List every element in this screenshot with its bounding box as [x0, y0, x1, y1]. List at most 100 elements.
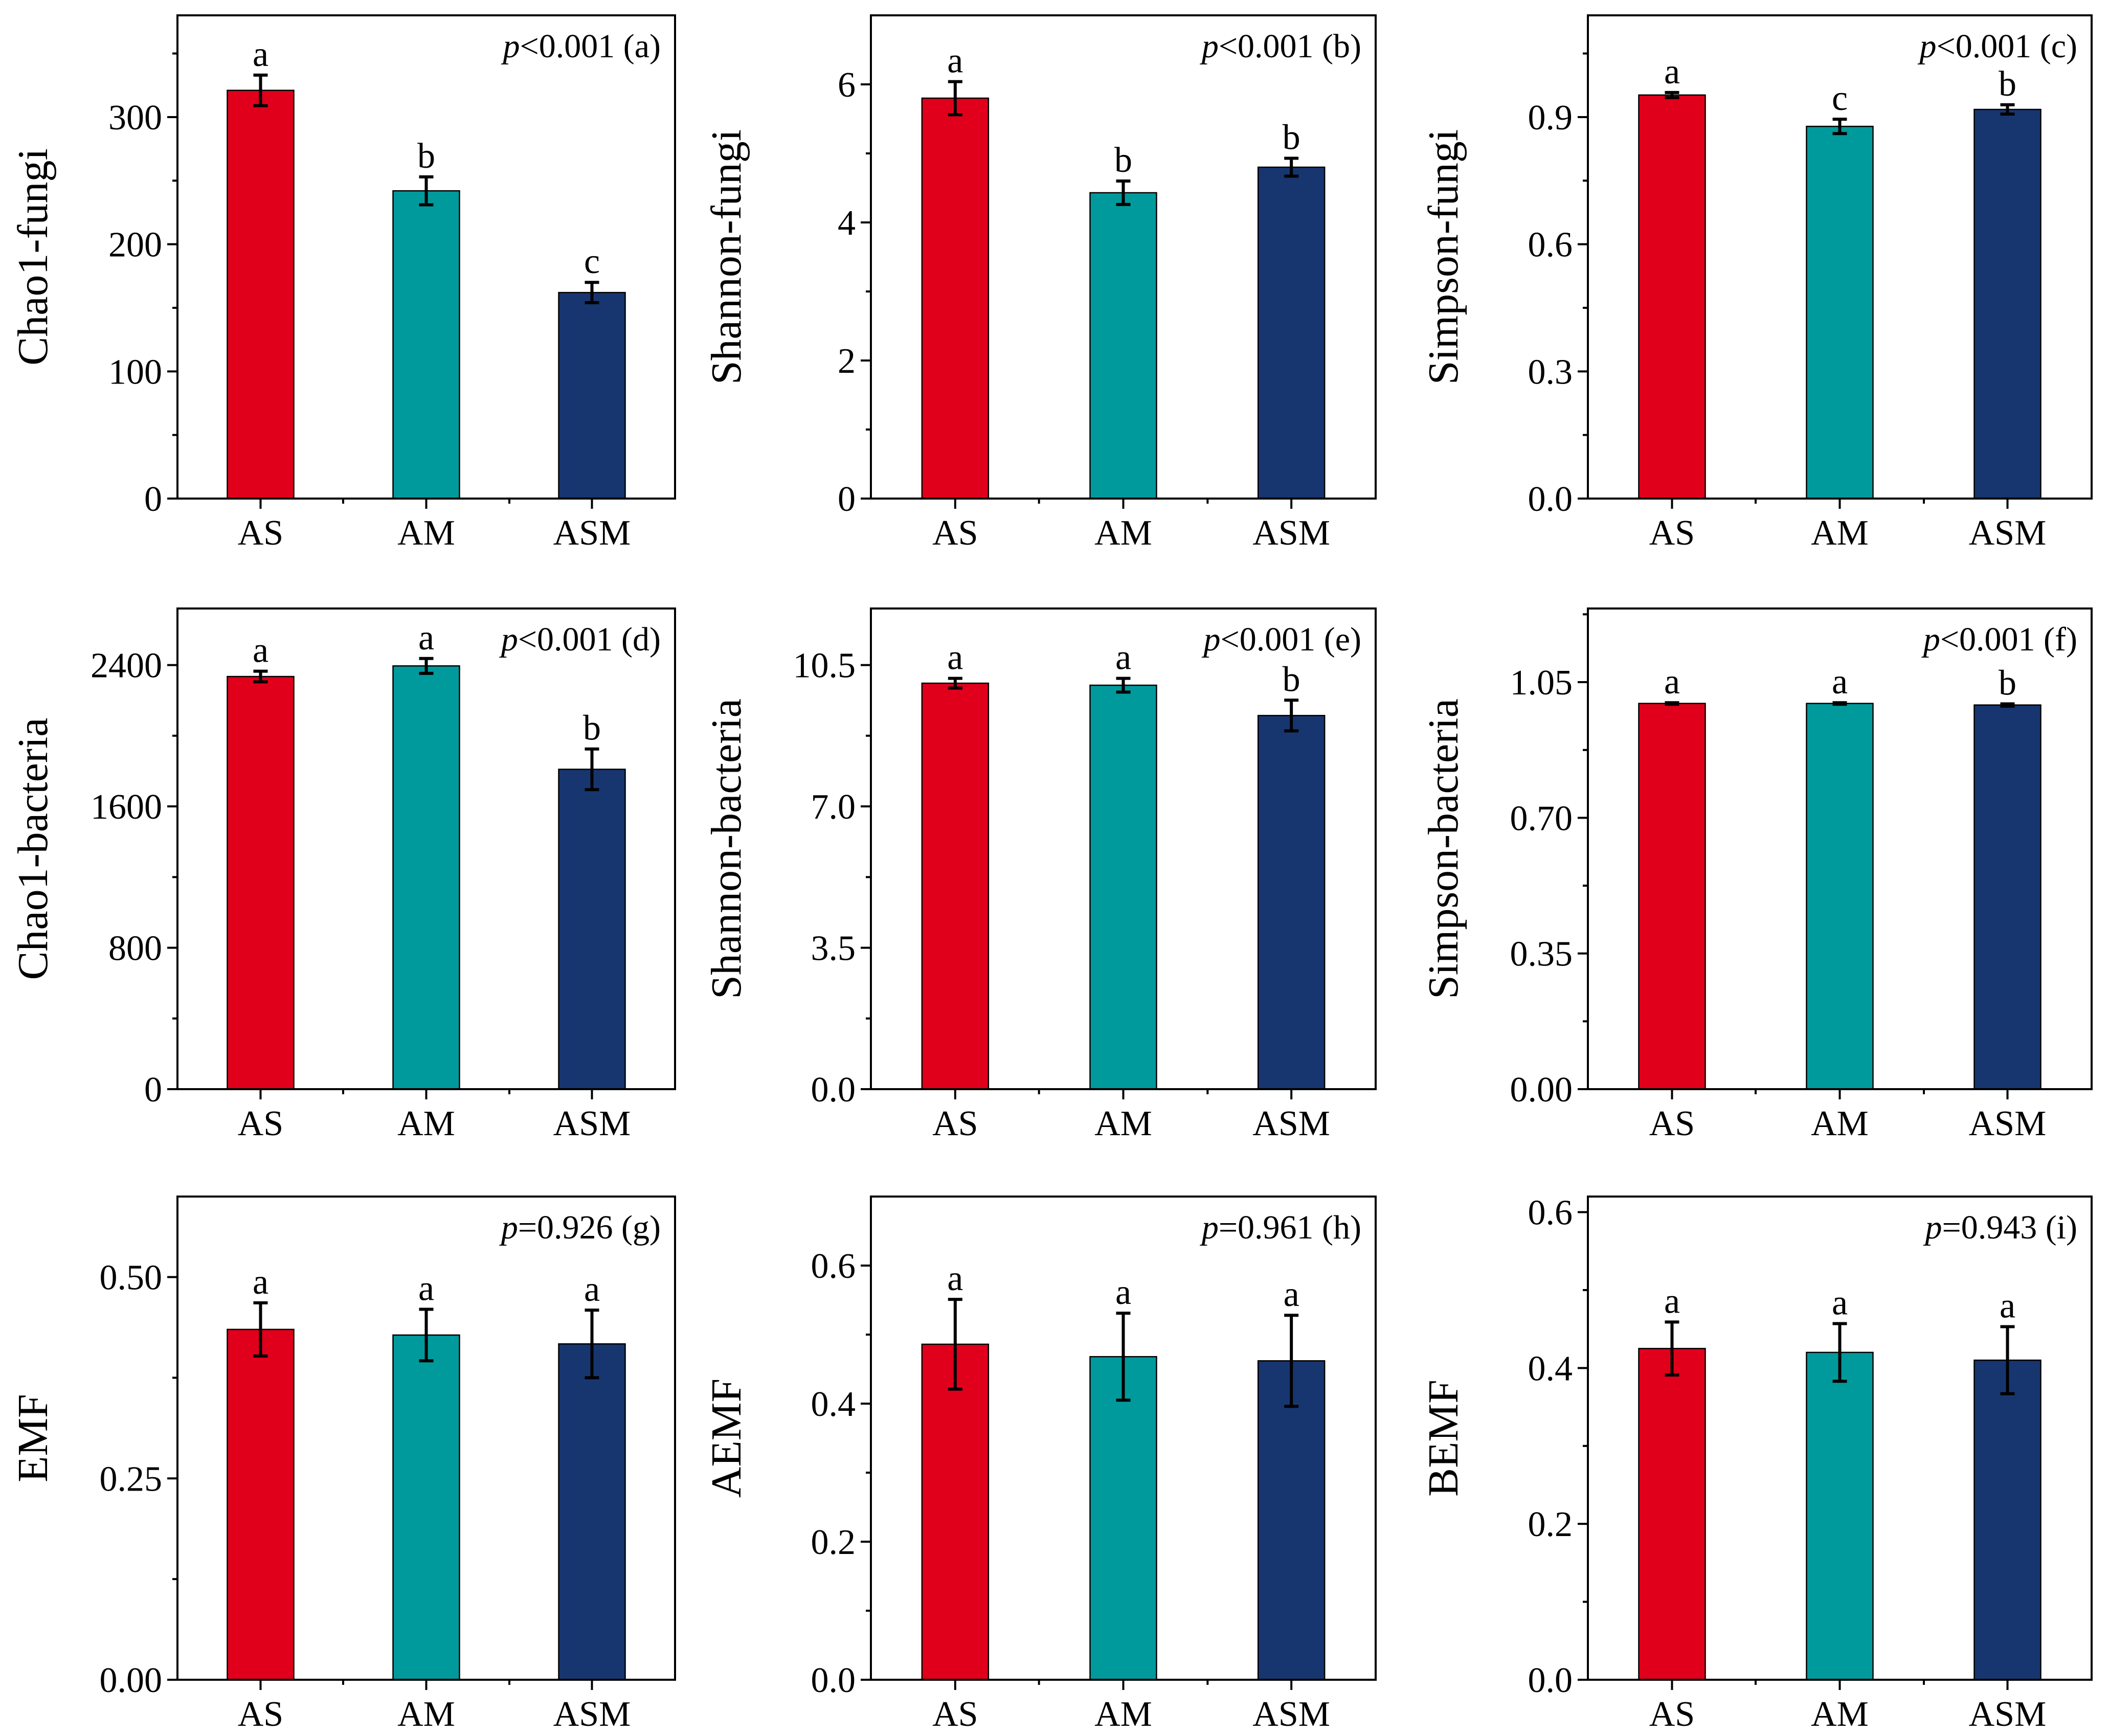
significance-letter: b [583, 709, 601, 748]
error-bar-am [1832, 701, 1847, 706]
p-value-text: <0.001 (d) [518, 621, 661, 658]
significance-letter: b [1283, 118, 1300, 157]
significance-letter: a [1115, 1273, 1131, 1312]
bar-asm [1973, 704, 2041, 1090]
y-tick-label: 0.0 [1528, 480, 1573, 519]
bar-am [1089, 192, 1157, 500]
p-value-annotation: p<0.001 (f) [1921, 621, 2077, 658]
y-tick-label: 0 [144, 480, 162, 519]
chart-panel-f: a AS a AM b ASM 0.00 0.35 0.70 1.05 Simpson-bacter… [1420, 607, 2093, 1143]
p-symbol: p [499, 1209, 518, 1246]
error-bar-am [419, 657, 434, 675]
x-tick-label: ASM [553, 1695, 631, 1734]
x-tick-label: AM [1094, 1104, 1152, 1143]
bar-asm [1973, 108, 2041, 500]
significance-letter: a [947, 41, 963, 81]
bar-am [1089, 1356, 1157, 1681]
x-tick-label: AM [1811, 513, 1869, 553]
p-value-text: <0.001 (f) [1940, 621, 2077, 658]
x-tick-label: AS [1649, 513, 1695, 553]
p-value-text: =0.961 (h) [1219, 1209, 1361, 1246]
p-symbol: p [1921, 621, 1940, 658]
y-axis-title: Chao1-bacteria [9, 717, 57, 980]
y-tick-label: 3.5 [811, 929, 856, 968]
bar-asm [1257, 1360, 1326, 1681]
bar-am [392, 1334, 460, 1681]
y-tick-label: 0.00 [1510, 1070, 1573, 1110]
significance-letter: a [253, 35, 268, 74]
significance-letter: a [253, 631, 268, 670]
x-tick-label: ASM [1969, 513, 2047, 553]
x-tick-label: AM [1094, 513, 1152, 553]
p-value-annotation: p<0.001 (b) [1200, 28, 1361, 65]
bar-as [1638, 94, 1706, 500]
x-tick-label: AS [238, 1695, 283, 1734]
bar-asm [1973, 1359, 2041, 1681]
p-value-annotation: p<0.001 (e) [1202, 621, 1361, 658]
error-bar-asm [585, 281, 599, 305]
y-axis-title: EMF [9, 1394, 57, 1482]
y-tick-label: 800 [108, 929, 162, 968]
bar-asm [558, 291, 626, 500]
error-bar-as [253, 669, 268, 684]
y-tick-label: 0.2 [1528, 1505, 1573, 1544]
significance-letter: a [947, 1259, 963, 1298]
y-tick-label: 0.6 [1528, 226, 1573, 265]
plot-frame [176, 14, 676, 500]
bar-as [921, 1343, 990, 1681]
error-bar-asm [2000, 103, 2015, 116]
x-tick-label: ASM [1252, 1104, 1330, 1143]
error-bar-am [1832, 118, 1847, 136]
y-tick-label: 0.6 [1528, 1193, 1573, 1232]
y-tick-label: 0.0 [811, 1661, 856, 1700]
error-bar-as [948, 677, 962, 690]
y-tick-label: 6 [838, 65, 856, 105]
significance-letter: a [1284, 1275, 1299, 1314]
significance-letter: a [1664, 52, 1680, 92]
error-bar-am [419, 175, 434, 207]
y-tick-label: 1.05 [1510, 663, 1573, 703]
x-tick-label: AS [932, 1695, 978, 1734]
significance-letter: c [1832, 79, 1848, 118]
p-value-text: =0.943 (i) [1942, 1209, 2077, 1246]
significance-letter: a [1832, 1283, 1848, 1322]
bar-as [921, 682, 990, 1090]
error-bar-asm [1284, 1314, 1299, 1408]
significance-letter: a [1832, 662, 1848, 702]
x-tick-label: ASM [1969, 1695, 2047, 1734]
error-bar-as [1665, 701, 1679, 706]
p-symbol: p [1923, 1209, 1942, 1246]
bar-am [392, 665, 460, 1090]
significance-letter: a [947, 638, 963, 678]
bar-as [921, 97, 990, 500]
y-tick-label: 0.4 [1528, 1349, 1573, 1388]
bar-as [1638, 703, 1706, 1090]
x-tick-label: AS [1649, 1695, 1695, 1734]
x-tick-label: ASM [553, 1104, 631, 1143]
y-tick-label: 2400 [91, 646, 162, 686]
error-bar-asm [1284, 698, 1299, 733]
x-tick-label: AM [397, 1695, 455, 1734]
y-tick-label: 0.4 [811, 1385, 856, 1424]
significance-letter: a [1664, 1281, 1680, 1321]
chart-panel-e: a AS a AM b ASM 0.0 3.5 7.0 10.5 Shannon-bacteria p… [703, 607, 1377, 1143]
significance-letter: b [1283, 660, 1300, 699]
p-value-annotation: p=0.961 (h) [1200, 1209, 1361, 1246]
chart-panel-g: a AS a AM a ASM 0.00 0.25 0.50 EMF p=0.926 (g) [9, 1196, 676, 1734]
error-bar-am [1116, 179, 1131, 206]
p-value-annotation: p=0.926 (g) [499, 1209, 661, 1246]
error-bar-am [1832, 1322, 1847, 1383]
bar-as [227, 1328, 295, 1681]
y-tick-label: 0.9 [1528, 98, 1573, 138]
significance-letter: c [584, 242, 600, 281]
bar-as [1638, 1347, 1706, 1681]
x-tick-label: ASM [553, 513, 631, 553]
p-symbol: p [501, 28, 520, 65]
y-tick-label: 2 [838, 342, 856, 381]
y-axis-title: Shannon-fungi [703, 129, 750, 385]
chart-panel-a: a AS b AM c ASM 0 100 200 300 Chao1-fungi p<0.001 (… [9, 14, 676, 553]
plot-frame [870, 14, 1377, 500]
bar-am [1806, 1351, 1874, 1681]
chart-panel-i: a AS a AM a ASM 0.0 0.2 0.4 0.6 BEMF p=0.943 (i) [1420, 1193, 2093, 1734]
